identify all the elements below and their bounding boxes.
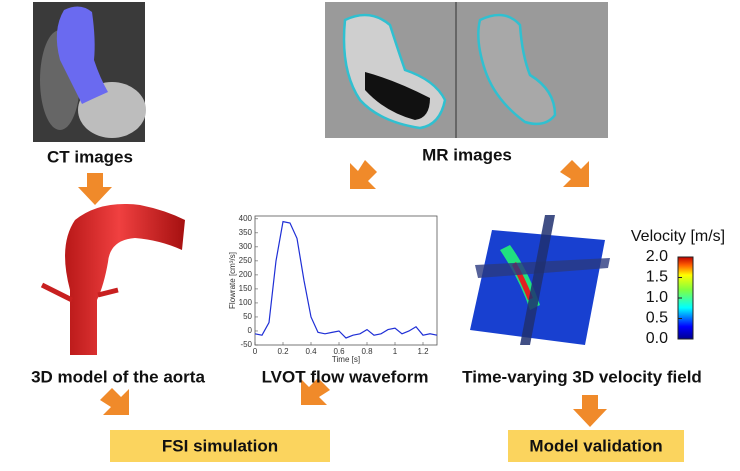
validation-label: Model validation xyxy=(529,436,662,455)
arrow xyxy=(100,388,129,415)
colorbar-tick-label: 0.5 xyxy=(646,310,668,327)
y-tick-label: 250 xyxy=(239,256,253,265)
x-tick-label: 0 xyxy=(253,347,258,356)
x-tick-label: 0.8 xyxy=(361,347,373,356)
colorbar-tick-label: 0.0 xyxy=(646,330,668,347)
mr-image xyxy=(325,2,608,138)
y-tick-label: 200 xyxy=(239,270,253,279)
x-tick-label: 0.2 xyxy=(277,347,289,356)
velocity-label: Time-varying 3D velocity field xyxy=(462,367,702,386)
velocity-field xyxy=(470,215,610,345)
arrow xyxy=(350,160,377,189)
x-tick-label: 0.4 xyxy=(305,347,317,356)
fsi-label: FSI simulation xyxy=(162,436,278,455)
x-tick-label: 1.2 xyxy=(417,347,429,356)
flow-line xyxy=(254,220,438,339)
y-tick-label: 350 xyxy=(239,228,253,237)
colorbar-tick-label: 1.5 xyxy=(646,269,668,286)
arrow xyxy=(573,395,607,427)
colorbar: 2.0 1.5 1.0 0.5 0.0 xyxy=(646,248,694,347)
fsi-box xyxy=(110,430,330,462)
y-tick-label: 300 xyxy=(239,242,253,251)
arrows xyxy=(78,160,607,427)
y-tick-label: 50 xyxy=(243,312,252,321)
lvot-label: LVOT flow waveform xyxy=(262,367,429,386)
y-tick-label: -50 xyxy=(240,340,252,349)
ct-label: CT images xyxy=(47,147,133,166)
colorbar-tick-label: 1.0 xyxy=(646,289,668,306)
mr-label: MR images xyxy=(422,145,512,164)
y-tick-label: 100 xyxy=(239,298,253,307)
aorta-label: 3D model of the aorta xyxy=(31,367,205,386)
validation-box xyxy=(508,430,684,462)
aorta-model xyxy=(40,204,185,355)
colorbar-title: Velocity [m/s] xyxy=(631,228,725,245)
arrow xyxy=(301,378,330,405)
y-tick-label: 0 xyxy=(248,326,253,335)
x-axis-label: Time [s] xyxy=(332,355,360,364)
ct-image xyxy=(33,2,146,142)
x-tick-label: 0.6 xyxy=(333,347,345,356)
y-tick-label: 400 xyxy=(239,214,253,223)
y-tick-label: 150 xyxy=(239,284,253,293)
arrow xyxy=(560,160,589,187)
arrow xyxy=(78,173,112,205)
x-tick-label: 1 xyxy=(393,347,398,356)
colorbar-tick-label: 2.0 xyxy=(646,248,668,265)
y-axis-label: Flowrate [cm³/s] xyxy=(228,252,237,309)
